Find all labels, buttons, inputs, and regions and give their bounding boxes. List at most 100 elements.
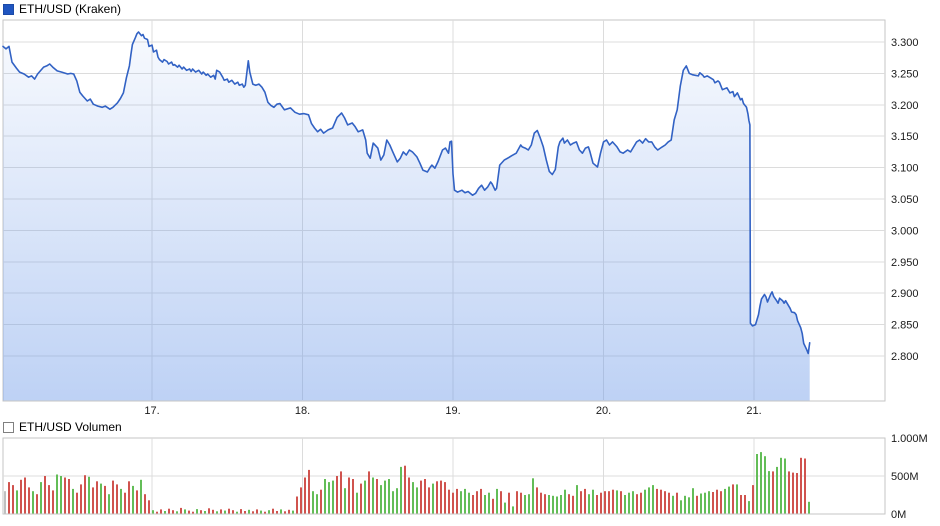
volume-bar — [200, 510, 202, 514]
x-axis-tick-label: 19. — [445, 405, 460, 417]
volume-bar — [660, 489, 662, 514]
volume-bar — [788, 471, 790, 514]
volume-bar — [440, 480, 442, 514]
volume-bar — [712, 492, 714, 514]
volume-bar — [376, 479, 378, 514]
volume-bar — [600, 492, 602, 514]
volume-bar — [720, 491, 722, 514]
volume-bar — [272, 508, 274, 514]
volume-bar — [428, 487, 430, 514]
volume-bar — [772, 471, 774, 514]
volume-bar — [752, 485, 754, 514]
volume-bar — [148, 500, 150, 514]
volume-bar — [64, 477, 66, 514]
volume-bar — [52, 490, 54, 514]
volume-bar — [696, 495, 698, 514]
volume-bar — [312, 491, 314, 514]
volume-bar — [796, 473, 798, 514]
volume-bar — [564, 489, 566, 514]
volume-bar — [756, 454, 758, 514]
price-y-tick-label: 3.050 — [891, 194, 919, 206]
volume-bar — [708, 491, 710, 514]
volume-bar — [700, 493, 702, 514]
volume-bar — [328, 482, 330, 514]
volume-bar — [652, 485, 654, 514]
volume-bar — [672, 495, 674, 514]
volume-bar — [72, 488, 74, 514]
volume-bar — [40, 482, 42, 514]
volume-bar — [268, 510, 270, 514]
volume-bar — [684, 495, 686, 514]
volume-bar — [412, 482, 414, 514]
volume-bar — [608, 491, 610, 514]
price-line — [2, 31, 811, 355]
volume-bar — [240, 509, 242, 514]
volume-bar — [96, 481, 98, 514]
volume-bar — [36, 494, 38, 514]
volume-bar — [748, 501, 750, 514]
volume-bar — [124, 492, 126, 514]
volume-bar — [212, 509, 214, 514]
volume-bar — [260, 510, 262, 514]
volume-bar — [804, 458, 806, 514]
volume-bar — [520, 492, 522, 514]
volume-bar — [456, 488, 458, 514]
volume-bar — [644, 489, 646, 514]
volume-bar — [588, 494, 590, 514]
volume-bar — [24, 477, 26, 514]
price-y-tick-label: 2.900 — [891, 288, 919, 300]
volume-bar — [764, 456, 766, 514]
volume-bar — [344, 488, 346, 514]
volume-bar — [108, 494, 110, 514]
volume-bar — [568, 494, 570, 514]
volume-bar — [160, 509, 162, 514]
volume-bar — [472, 495, 474, 514]
volume-bar — [532, 478, 534, 514]
volume-bar — [480, 488, 482, 514]
volume-bar — [452, 492, 454, 514]
volume-bar — [216, 511, 218, 514]
volume-bar — [476, 491, 478, 514]
volume-bar — [460, 491, 462, 514]
volume-bar — [664, 491, 666, 514]
volume-bar — [208, 508, 210, 514]
volume-bar — [496, 488, 498, 514]
volume-bar — [332, 480, 334, 514]
volume-bar — [112, 480, 114, 514]
volume-bar — [204, 511, 206, 514]
volume-bar — [140, 479, 142, 514]
volume-bar — [368, 471, 370, 514]
volume-series-marker-icon — [3, 421, 14, 433]
volume-bar — [44, 476, 46, 514]
volume-bar — [484, 495, 486, 514]
volume-bar — [252, 511, 254, 514]
volume-bar — [128, 481, 130, 514]
volume-bar — [516, 491, 518, 514]
volume-bar — [544, 494, 546, 514]
volume-bar — [180, 507, 182, 514]
volume-bar — [488, 492, 490, 514]
volume-bar — [356, 492, 358, 514]
x-axis-tick-label: 17. — [144, 405, 159, 417]
price-chart-title: ETH/USD (Kraken) — [19, 2, 122, 16]
price-y-tick-label: 3.100 — [891, 163, 919, 175]
volume-bar — [776, 466, 778, 514]
volume-bar — [12, 485, 14, 514]
volume-bar — [404, 465, 406, 514]
volume-bar — [780, 457, 782, 514]
volume-bar — [276, 511, 278, 514]
volume-bar — [668, 492, 670, 514]
volume-bar — [280, 509, 282, 514]
volume-bar — [352, 479, 354, 514]
volume-bar — [88, 476, 90, 514]
volume-bar — [420, 480, 422, 514]
volume-bar — [300, 487, 302, 514]
volume-bar — [512, 506, 514, 514]
x-axis-tick-label: 18. — [295, 405, 310, 417]
volume-bar — [340, 471, 342, 514]
volume-bar — [576, 485, 578, 514]
volume-bar — [288, 509, 290, 514]
volume-bar — [4, 491, 6, 514]
volume-bar — [168, 508, 170, 514]
volume-bar — [32, 491, 34, 514]
